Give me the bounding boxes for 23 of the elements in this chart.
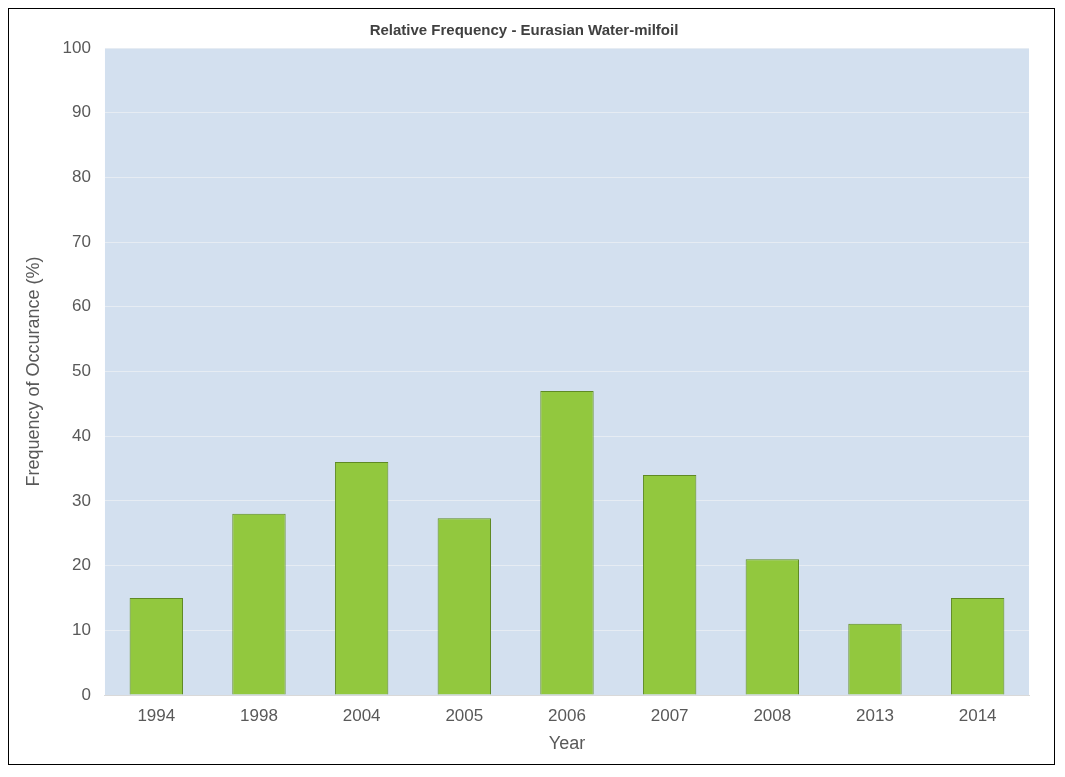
chart-title: Relative Frequency - Eurasian Water-milfoil — [369, 21, 679, 39]
x-axis-title: Year — [548, 733, 586, 754]
y-tick-label: 20 — [72, 555, 91, 575]
y-tick-label: 70 — [72, 231, 91, 251]
y-tick-label: 50 — [72, 361, 91, 381]
x-tick-label: 2007 — [650, 705, 689, 725]
x-tick-label: 2008 — [753, 705, 792, 725]
x-tick-label: 2013 — [856, 705, 894, 725]
y-tick-label: 40 — [72, 425, 91, 445]
x-tick-label: 1998 — [240, 705, 278, 725]
x-tick-label: 2005 — [445, 705, 484, 725]
y-tick-label: 0 — [81, 684, 91, 704]
x-tick-label: 1994 — [137, 705, 176, 725]
x-tick-label: 2004 — [342, 705, 381, 725]
y-tick-label: 30 — [72, 490, 91, 510]
x-tick-label: 2014 — [958, 705, 997, 725]
y-tick-label: 10 — [72, 619, 91, 639]
x-tick-label: 2006 — [548, 705, 586, 725]
y-tick-label: 100 — [62, 37, 91, 57]
y-tick-label: 90 — [72, 102, 91, 122]
y-tick-label: 60 — [72, 296, 91, 316]
y-tick-label: 80 — [72, 167, 91, 187]
y-axis-title: Frequency of Occurance (%) — [22, 256, 43, 487]
